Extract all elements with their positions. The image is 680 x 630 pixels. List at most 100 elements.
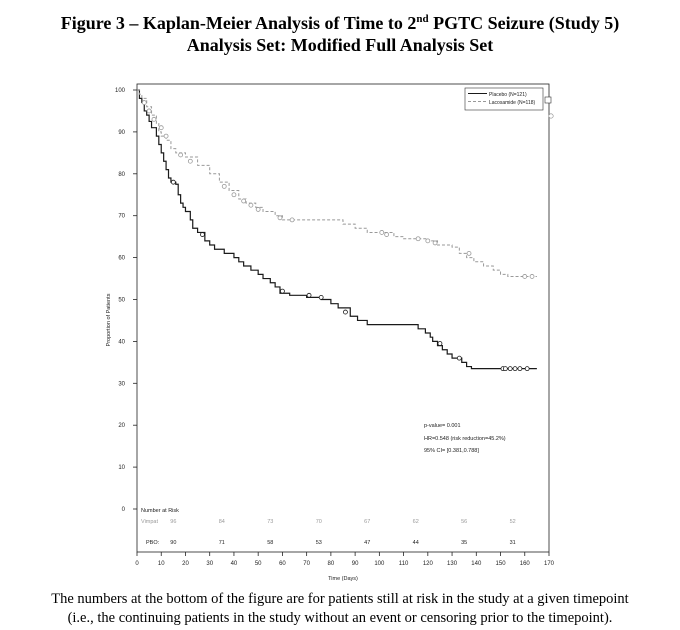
at-risk-value: 70 xyxy=(316,519,322,525)
x-tick-label: 70 xyxy=(303,561,310,567)
at-risk-value: 58 xyxy=(267,540,273,546)
at-risk-title: Number at Risk xyxy=(141,508,179,514)
at-risk-value: 71 xyxy=(219,540,225,546)
title-line: Figure 3 – Kaplan-Meier Analysis of Time… xyxy=(0,8,680,34)
title-sup: nd xyxy=(416,13,429,25)
series-line-lacosamide xyxy=(137,89,537,277)
censor-mark xyxy=(432,240,438,246)
censor-mark xyxy=(507,366,513,372)
censor-mark xyxy=(456,355,462,361)
at-risk-value: 44 xyxy=(413,540,419,546)
at-risk-value: 96 xyxy=(170,519,176,525)
at-risk-value: 90 xyxy=(170,540,176,546)
censor-mark xyxy=(502,366,508,372)
censor-mark xyxy=(529,274,535,279)
x-tick-label: 80 xyxy=(328,561,335,567)
at-risk-value: 31 xyxy=(510,540,516,546)
censor-mark xyxy=(163,133,169,139)
censor-mark xyxy=(425,238,431,244)
censor-mark xyxy=(241,198,247,204)
y-tick-label: 50 xyxy=(118,298,125,304)
censor-mark xyxy=(151,116,157,122)
censor-mark xyxy=(200,232,205,237)
y-tick-label: 30 xyxy=(118,381,125,387)
at-risk-row-label: PBO: xyxy=(146,540,160,546)
censor-mark xyxy=(280,288,285,294)
x-tick-label: 150 xyxy=(496,561,507,567)
ci-label: 95% CI= [0.381,0.788] xyxy=(424,448,479,454)
censor-mark xyxy=(178,152,184,158)
x-tick-label: 120 xyxy=(423,561,434,567)
at-risk-value: 53 xyxy=(316,540,322,546)
censor-mark xyxy=(466,251,472,256)
at-risk-value: 35 xyxy=(461,540,467,546)
at-risk-value: 56 xyxy=(461,519,467,525)
legend-label: Placebo (N=121) xyxy=(489,92,527,98)
caption-line-2: (i.e., the continuing patients in the st… xyxy=(67,610,613,626)
figure-title: Figure 3 – Kaplan-Meier Analysis of Time… xyxy=(0,8,680,56)
censor-mark xyxy=(437,341,443,346)
censor-mark xyxy=(384,232,390,237)
censor-mark xyxy=(524,366,530,372)
y-tick-label: 40 xyxy=(118,339,125,345)
y-tick-label: 80 xyxy=(118,172,125,178)
censor-mark xyxy=(187,158,193,164)
at-risk-value: 47 xyxy=(364,540,370,546)
p-value-label: p-value= 0.001 xyxy=(424,423,461,429)
at-risk-value: 67 xyxy=(364,519,370,525)
x-tick-label: 60 xyxy=(279,561,286,567)
title-prefix: Figure 3 – Kaplan-Meier Analysis of Time… xyxy=(60,13,417,33)
figure-caption: The numbers at the bottom of the figure … xyxy=(6,590,674,628)
y-tick-label: 10 xyxy=(118,465,125,471)
censor-mark xyxy=(343,309,348,315)
y-axis-label: Proportion of Patients xyxy=(106,293,112,346)
y-tick-label: 60 xyxy=(118,256,125,262)
censor-mark xyxy=(379,230,385,235)
figure-subtitle: Analysis Set: Modified Full Analysis Set xyxy=(186,35,494,55)
at-risk-value: 84 xyxy=(219,519,225,525)
title-suffix: PGTC Seizure (Study 5) xyxy=(428,13,620,33)
at-risk-value: 73 xyxy=(267,519,273,525)
censor-mark xyxy=(231,192,237,198)
caption-line-1: The numbers at the bottom of the figure … xyxy=(51,591,629,607)
x-tick-label: 30 xyxy=(206,561,213,567)
censor-mark xyxy=(255,207,261,212)
legend-marker xyxy=(544,96,552,104)
censor-mark xyxy=(221,183,227,189)
y-tick-label: 20 xyxy=(118,423,125,429)
censor-mark xyxy=(248,202,254,208)
hr-label: HR=0.548 (risk reduction=45.2%) xyxy=(424,436,506,442)
x-tick-label: 170 xyxy=(544,561,555,567)
censor-mark xyxy=(158,125,164,131)
x-tick-label: 0 xyxy=(135,561,139,567)
x-tick-label: 20 xyxy=(182,561,189,567)
x-tick-label: 100 xyxy=(374,561,385,567)
at-risk-value: 52 xyxy=(510,519,516,525)
censor-mark xyxy=(277,215,283,221)
censor-mark xyxy=(318,295,324,300)
censor-mark xyxy=(141,100,147,105)
x-tick-label: 40 xyxy=(231,561,238,567)
x-tick-label: 110 xyxy=(399,561,409,567)
x-axis-label: Time (Days) xyxy=(328,576,358,582)
x-tick-label: 140 xyxy=(471,561,482,567)
legend-label: Lacosamide (N=118) xyxy=(489,100,536,106)
censor-mark xyxy=(289,217,295,223)
censor-mark xyxy=(517,366,523,372)
x-tick-label: 50 xyxy=(255,561,262,567)
censor-mark xyxy=(415,236,421,242)
y-tick-label: 0 xyxy=(122,507,126,513)
legend-marker xyxy=(548,113,554,119)
x-tick-label: 10 xyxy=(158,561,165,567)
y-tick-label: 100 xyxy=(115,88,126,94)
at-risk-row-label: Vimpat xyxy=(141,519,158,525)
censor-mark xyxy=(522,274,528,279)
plot-frame xyxy=(136,83,550,553)
censor-mark xyxy=(512,366,518,372)
y-tick-label: 70 xyxy=(118,214,125,220)
series-line-placebo xyxy=(137,89,537,370)
x-tick-label: 90 xyxy=(352,561,359,567)
censor-mark xyxy=(306,292,312,298)
censor-mark xyxy=(146,108,152,114)
